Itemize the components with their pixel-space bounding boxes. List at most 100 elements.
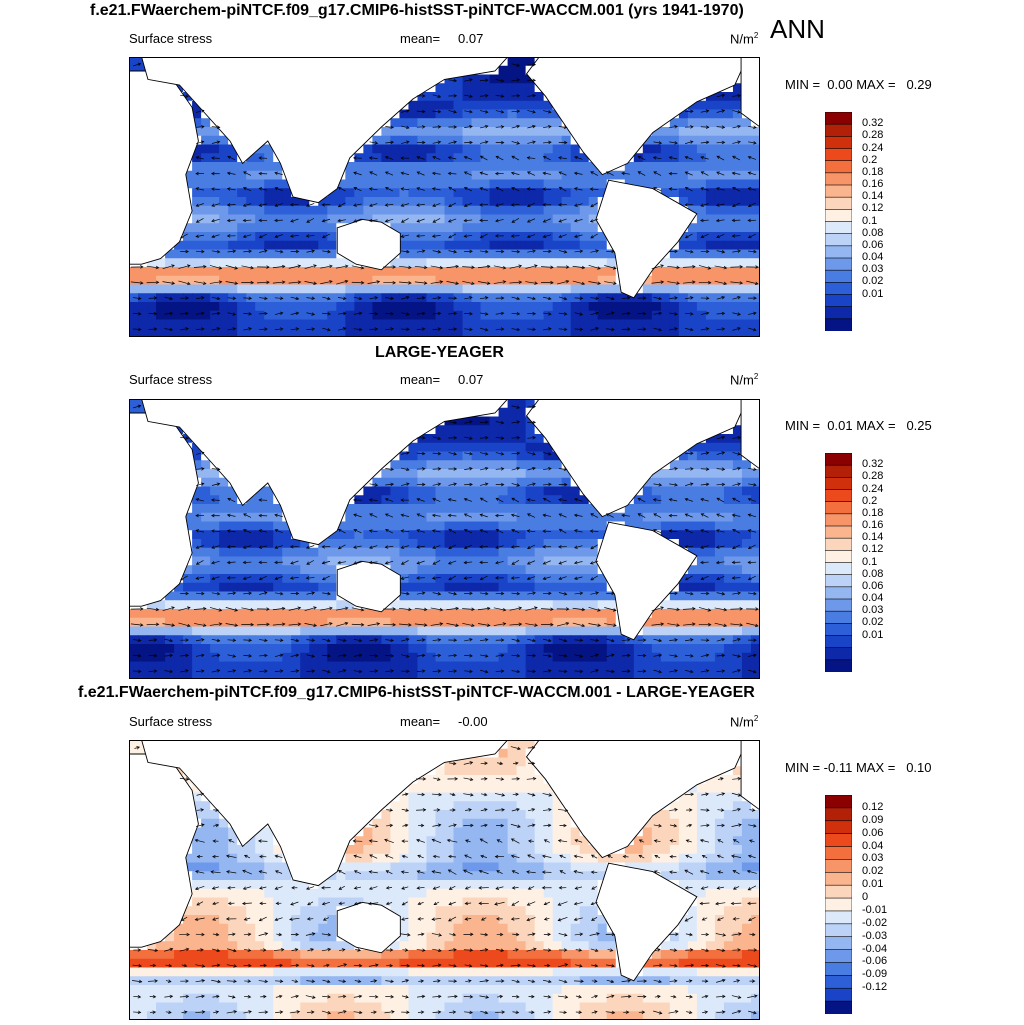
colorbar3-swatch bbox=[825, 885, 852, 898]
colorbar1-tick-label: 0.03 bbox=[862, 263, 883, 275]
colorbar3-tick-label: 0.12 bbox=[862, 801, 883, 813]
panel2-map bbox=[129, 399, 760, 679]
colorbar3-swatch bbox=[825, 1001, 852, 1014]
colorbar1-swatch bbox=[825, 270, 852, 283]
colorbar1-swatch bbox=[825, 258, 852, 271]
colorbar3-tick-label: 0.02 bbox=[862, 865, 883, 877]
colorbar1-tick-label: 0.01 bbox=[862, 288, 883, 300]
panel1-mean-value: 0.07 bbox=[458, 31, 483, 46]
colorbar2-tick-label: 0.08 bbox=[862, 568, 883, 580]
colorbar2-swatch bbox=[825, 575, 852, 588]
panel3-mean-value: -0.00 bbox=[458, 714, 488, 729]
colorbar3-swatch bbox=[825, 821, 852, 834]
colorbar2-tick-label: 0.32 bbox=[862, 458, 883, 470]
colorbar2-swatch bbox=[825, 599, 852, 612]
panel3-units: N/m2 bbox=[730, 714, 758, 729]
colorbar3-tick-label: -0.01 bbox=[862, 904, 887, 916]
colorbar1-tick-label: 0.18 bbox=[862, 166, 883, 178]
panel3-variable: Surface stress bbox=[129, 714, 212, 729]
colorbar2-swatch bbox=[825, 660, 852, 672]
colorbar2-swatch bbox=[825, 477, 852, 490]
colorbar1-tick-label: 0.06 bbox=[862, 239, 883, 251]
colorbar3-swatch bbox=[825, 975, 852, 988]
colorbar1-swatch bbox=[825, 209, 852, 222]
colorbar1-swatch bbox=[825, 234, 852, 247]
colorbar2-tick-label: 0.18 bbox=[862, 507, 883, 519]
colorbar3-swatch bbox=[825, 898, 852, 911]
colorbar2-tick-label: 0.16 bbox=[862, 519, 883, 531]
colorbar2-tick-label: 0.03 bbox=[862, 604, 883, 616]
main-title: f.e21.FWaerchem-piNTCF.f09_g17.CMIP6-his… bbox=[90, 2, 744, 20]
colorbar3-tick-label: 0.03 bbox=[862, 852, 883, 864]
colorbar3-swatch bbox=[825, 795, 852, 808]
colorbar3-tick-label: 0.09 bbox=[862, 814, 883, 826]
colorbar1-tick-label: 0.28 bbox=[862, 129, 883, 141]
colorbar3-swatch bbox=[825, 859, 852, 872]
colorbar2-swatch bbox=[825, 526, 852, 539]
colorbar2-tick-label: 0.1 bbox=[862, 556, 877, 568]
panel2-units: N/m2 bbox=[730, 372, 758, 387]
colorbar2-swatch bbox=[825, 636, 852, 649]
colorbar1-swatch bbox=[825, 161, 852, 174]
season-label: ANN bbox=[770, 14, 825, 45]
colorbar2-swatch bbox=[825, 538, 852, 551]
colorbar1-swatch bbox=[825, 173, 852, 186]
colorbar2-tick-label: 0.06 bbox=[862, 580, 883, 592]
colorbar2-tick-label: 0.14 bbox=[862, 531, 883, 543]
colorbar3-swatch bbox=[825, 847, 852, 860]
colorbar1-tick-label: 0.12 bbox=[862, 202, 883, 214]
colorbar3-swatch bbox=[825, 834, 852, 847]
panel3-map bbox=[129, 740, 760, 1020]
colorbar2-tick-label: 0.2 bbox=[862, 495, 877, 507]
colorbar1-swatch bbox=[825, 124, 852, 137]
colorbar1-swatch bbox=[825, 136, 852, 149]
panel1-units: N/m2 bbox=[730, 31, 758, 46]
colorbar2-tick-label: 0.24 bbox=[862, 483, 883, 495]
colorbar3-swatch bbox=[825, 808, 852, 821]
colorbar1-swatch bbox=[825, 197, 852, 210]
colorbar1-swatch bbox=[825, 282, 852, 295]
colorbar2-swatch bbox=[825, 611, 852, 624]
panel2-mean-label: mean= bbox=[400, 372, 440, 387]
colorbar2-swatch bbox=[825, 502, 852, 515]
panel3-minmax: MIN = -0.11 MAX = 0.10 bbox=[785, 760, 932, 775]
colorbar3-tick-label: -0.02 bbox=[862, 917, 887, 929]
colorbar2-tick-label: 0.28 bbox=[862, 470, 883, 482]
colorbar2-tick-label: 0.02 bbox=[862, 616, 883, 628]
colorbar1-swatch bbox=[825, 246, 852, 259]
colorbar1-tick-label: 0.1 bbox=[862, 215, 877, 227]
panel1-mean-label: mean= bbox=[400, 31, 440, 46]
colorbar1-swatch bbox=[825, 112, 852, 125]
colorbar3-swatch bbox=[825, 911, 852, 924]
panel2-variable: Surface stress bbox=[129, 372, 212, 387]
panel2-title: LARGE-YEAGER bbox=[375, 344, 504, 362]
colorbar2-tick-label: 0.04 bbox=[862, 592, 883, 604]
colorbar3-tick-label: -0.03 bbox=[862, 930, 887, 942]
colorbar2-swatch bbox=[825, 465, 852, 478]
colorbar2-swatch bbox=[825, 587, 852, 600]
colorbar3-tick-label: -0.04 bbox=[862, 943, 887, 955]
colorbar1-tick-label: 0.24 bbox=[862, 142, 883, 154]
colorbar2-tick-label: 0.01 bbox=[862, 629, 883, 641]
colorbar2-tick-label: 0.12 bbox=[862, 543, 883, 555]
colorbar3-tick-label: 0.06 bbox=[862, 827, 883, 839]
colorbar3-swatch bbox=[825, 937, 852, 950]
colorbar1-tick-label: 0.02 bbox=[862, 275, 883, 287]
colorbar1-swatch bbox=[825, 307, 852, 320]
colorbar1-tick-label: 0.14 bbox=[862, 190, 883, 202]
colorbar3-tick-label: -0.12 bbox=[862, 981, 887, 993]
panel2-mean-value: 0.07 bbox=[458, 372, 483, 387]
colorbar1-swatch bbox=[825, 149, 852, 162]
colorbar2-swatch bbox=[825, 453, 852, 466]
colorbar3-swatch bbox=[825, 962, 852, 975]
colorbar2-swatch bbox=[825, 490, 852, 503]
colorbar1-swatch bbox=[825, 319, 852, 331]
colorbar3-tick-label: 0 bbox=[862, 891, 868, 903]
colorbar1-tick-label: 0.04 bbox=[862, 251, 883, 263]
colorbar2-swatch bbox=[825, 648, 852, 661]
panel3-title: f.e21.FWaerchem-piNTCF.f09_g17.CMIP6-his… bbox=[78, 684, 755, 702]
colorbar3-tick-label: -0.09 bbox=[862, 968, 887, 980]
panel2-minmax: MIN = 0.01 MAX = 0.25 bbox=[785, 418, 932, 433]
